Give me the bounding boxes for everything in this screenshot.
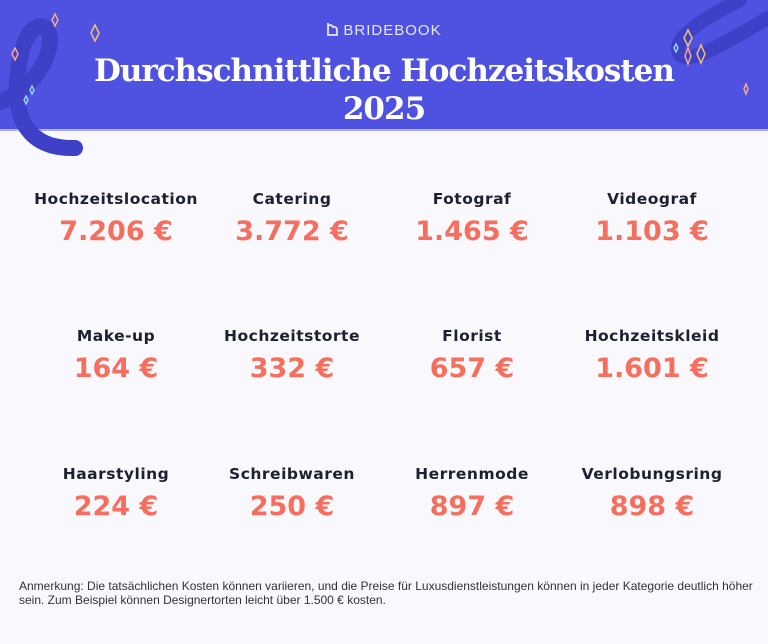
cost-item: Fotograf 1.465 €	[382, 190, 562, 247]
cost-value: 332 €	[249, 353, 335, 384]
cost-value: 897 €	[429, 491, 515, 522]
cost-item: Herrenmode 897 €	[382, 465, 562, 522]
cost-item: Videograf 1.103 €	[562, 190, 742, 247]
cost-item: Haarstyling 224 €	[26, 465, 206, 522]
cost-item: Schreibwaren 250 €	[202, 465, 382, 522]
cost-label: Schreibwaren	[229, 465, 355, 483]
cost-value: 3.772 €	[235, 216, 349, 247]
cost-label: Make-up	[76, 327, 156, 345]
brand-logo: BRIDEBOOK	[0, 22, 768, 39]
bridebook-logo-icon	[327, 23, 339, 36]
cost-value: 1.465 €	[415, 216, 529, 247]
title-text: Durchschnittliche Hochzeitskosten	[94, 53, 675, 89]
cost-value: 898 €	[609, 491, 695, 522]
cost-item: Hochzeitslocation 7.206 €	[26, 190, 206, 247]
cost-value: 1.103 €	[595, 216, 709, 247]
cost-label: Videograf	[607, 190, 697, 208]
cost-value: 164 €	[73, 353, 159, 384]
cost-item: Make-up 164 €	[26, 327, 206, 384]
cost-label: Fotograf	[432, 190, 512, 208]
cost-label: Haarstyling	[62, 465, 170, 483]
cost-item: Hochzeitstorte 332 €	[202, 327, 382, 384]
cost-label: Catering	[252, 190, 332, 208]
cost-value: 1.601 €	[595, 353, 709, 384]
cost-item: Catering 3.772 €	[202, 190, 382, 247]
cost-label: Hochzeitslocation	[34, 190, 198, 208]
cost-label: Hochzeitstorte	[224, 327, 360, 345]
cost-item: Hochzeitskleid 1.601 €	[562, 327, 742, 384]
cost-item: Verlobungsring 898 €	[562, 465, 742, 522]
cost-item: Florist 657 €	[382, 327, 562, 384]
cost-label: Herrenmode	[415, 465, 529, 483]
cost-value: 250 €	[249, 491, 335, 522]
cost-label: Florist	[442, 327, 502, 345]
cost-value: 7.206 €	[59, 216, 173, 247]
page-title: Durchschnittliche Hochzeitskosten 2025	[0, 52, 768, 128]
cost-label: Verlobungsring	[581, 465, 723, 483]
header-banner: BRIDEBOOK Durchschnittliche Hochzeitskos…	[0, 0, 768, 131]
footnote: Anmerkung: Die tatsächlichen Kosten könn…	[19, 579, 753, 607]
cost-value: 657 €	[429, 353, 515, 384]
title-year: 2025	[342, 91, 426, 127]
cost-label: Hochzeitskleid	[584, 327, 720, 345]
cost-value: 224 €	[73, 491, 159, 522]
brand-name: BRIDEBOOK	[343, 22, 442, 39]
